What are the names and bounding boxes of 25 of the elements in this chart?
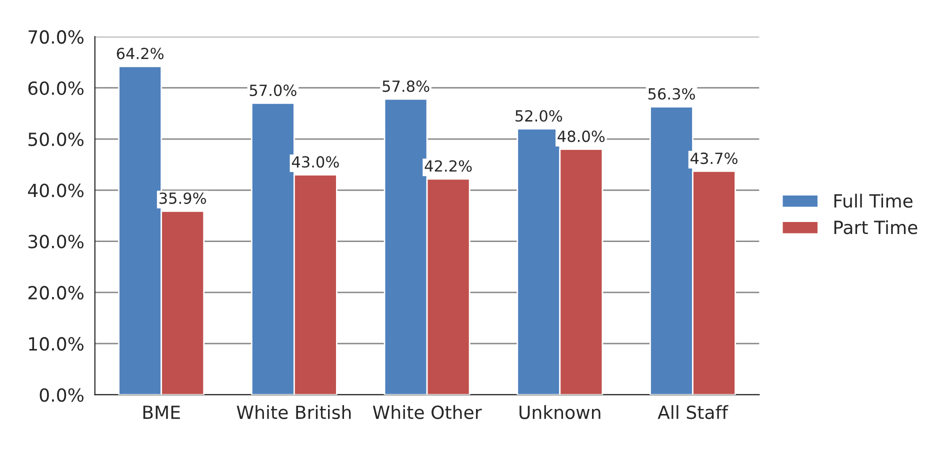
data-label: 57.8%	[382, 80, 430, 92]
x-tick-label: Unknown	[520, 405, 600, 420]
data-label: 57.0%	[250, 84, 296, 96]
x-tick-label: White British	[236, 405, 351, 420]
data-label: 52.0%	[516, 110, 562, 122]
x-tick-label: White Other	[372, 405, 482, 420]
data-label: 35.9%	[159, 192, 206, 204]
legend-label: Full Time	[834, 194, 912, 208]
data-label: 43.0%	[292, 156, 339, 168]
y-tick-label: 20.0%	[28, 286, 84, 300]
y-tick-label: 70.0%	[28, 30, 84, 44]
y-tick-label: 0.0%	[40, 388, 84, 402]
data-label: 42.2%	[424, 160, 472, 172]
x-tick-label: BME	[143, 406, 180, 419]
data-label: 43.7%	[690, 152, 738, 164]
data-label: 48.0%	[558, 130, 605, 142]
y-tick-label: 60.0%	[28, 81, 84, 95]
y-tick-label: 30.0%	[28, 234, 84, 248]
x-tick-label: All Staff	[658, 405, 728, 420]
y-tick-label: 10.0%	[29, 337, 84, 351]
data-label: 64.2%	[116, 48, 164, 60]
y-tick-label: 40.0%	[28, 184, 84, 198]
legend-label: Part Time	[834, 220, 918, 234]
data-label: 56.3%	[648, 88, 695, 100]
y-tick-label: 50.0%	[28, 132, 84, 146]
